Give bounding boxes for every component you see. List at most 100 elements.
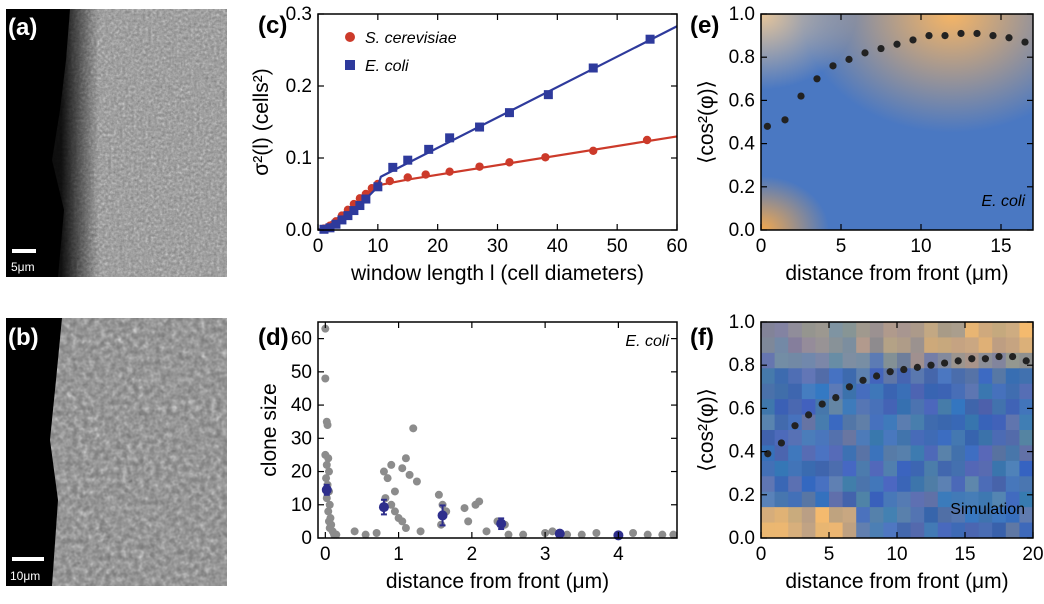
x-axis-label: distance from front (μm)	[785, 570, 1008, 593]
heatmap-cell	[897, 491, 912, 508]
heatmap-cell	[992, 507, 1007, 524]
annotation: E. coli	[625, 333, 669, 350]
data-point	[321, 324, 330, 333]
data-point	[797, 92, 805, 100]
heatmap-cell	[869, 352, 884, 369]
heatmap-cell	[1019, 476, 1034, 493]
heatmap-cell	[1019, 522, 1034, 539]
mean-point	[378, 502, 389, 513]
y-axis-label: clone size	[258, 383, 281, 476]
heatmap-cell	[910, 522, 925, 539]
heatmap-cell	[937, 337, 952, 354]
heatmap-cell	[774, 352, 789, 369]
heatmap-cell	[910, 399, 925, 416]
x-tick-label: 0	[320, 544, 331, 565]
panel-b-image: 10μm	[6, 318, 227, 586]
heatmap-cell	[774, 460, 789, 477]
heatmap-cell	[978, 368, 993, 385]
data-point	[995, 352, 1003, 361]
heatmap-cell	[937, 368, 952, 385]
heatmap-cell	[801, 445, 816, 462]
heatmap-cell	[978, 337, 993, 354]
heatmap-cell	[883, 337, 898, 354]
heatmap-cell	[937, 399, 952, 416]
data-point	[781, 116, 789, 124]
heatmap-cell	[1019, 460, 1034, 477]
data-point	[645, 34, 655, 44]
data-point	[954, 357, 962, 365]
data-point	[981, 355, 990, 363]
data-point	[464, 517, 473, 526]
heatmap-cell	[842, 430, 857, 446]
data-point	[913, 363, 922, 371]
heatmap-cell	[978, 430, 993, 446]
data-point	[403, 173, 412, 182]
heatmap-cell	[829, 322, 844, 338]
heatmap-cell	[869, 383, 884, 400]
data-point	[504, 108, 514, 118]
heatmap-cell	[815, 383, 830, 400]
heatmap-cell	[992, 460, 1007, 477]
heatmap-cell	[1005, 476, 1020, 493]
y-tick-label: 0.0	[729, 220, 755, 241]
series-fit-line	[317, 25, 678, 232]
heatmap-cell	[829, 507, 844, 524]
heatmap-cell	[965, 322, 980, 338]
y-tick-label: 30	[291, 428, 312, 449]
data-point	[387, 500, 396, 509]
data-point	[324, 467, 333, 476]
data-point	[629, 529, 638, 538]
heatmap-cell	[761, 507, 776, 524]
data-point	[324, 507, 333, 516]
heatmap-cell	[761, 383, 776, 400]
heatmap-cell	[937, 445, 952, 462]
panel-label-f: (f)	[690, 324, 714, 351]
heatmap-cell	[951, 476, 966, 493]
heatmap-cell	[1005, 522, 1020, 539]
heatmap-cell	[924, 383, 939, 400]
y-tick-label: 0.8	[729, 47, 755, 68]
legend-label: S. cerevisiae	[365, 30, 457, 47]
plot-frame	[317, 321, 678, 539]
heatmap-cell	[856, 445, 871, 462]
heatmap-cell	[897, 476, 912, 493]
heatmap-cell	[978, 414, 993, 431]
heatmap-cell	[978, 476, 993, 493]
heatmap-cell	[829, 399, 844, 416]
panel-label-a: (a)	[8, 14, 37, 41]
legend-label: E. coli	[365, 58, 409, 75]
data-point	[543, 90, 553, 100]
data-point	[893, 40, 901, 48]
heatmap-cell	[992, 337, 1007, 354]
heatmap-cell	[856, 399, 871, 416]
heatmap-cell	[924, 399, 939, 416]
heatmap-cell	[801, 414, 816, 431]
heatmap-cell	[774, 507, 789, 524]
heatmap-cell	[910, 460, 925, 477]
data-point	[475, 162, 484, 171]
panel-label-c: (c)	[258, 12, 287, 39]
heatmap-cell	[856, 383, 871, 400]
data-point	[337, 215, 347, 225]
x-tick-label: 0	[756, 544, 767, 565]
heatmap-cell	[883, 445, 898, 462]
y-tick-label: 0.3	[286, 4, 312, 25]
x-tick-label: 2	[467, 544, 478, 565]
heatmap-cell	[965, 445, 980, 462]
data-point	[361, 194, 371, 204]
data-point	[355, 201, 365, 211]
heatmap-cell	[965, 337, 980, 354]
scale-bar-a-label: 5μm	[11, 260, 35, 274]
heatmap-cell	[869, 460, 884, 477]
heatmap-cell	[883, 507, 898, 524]
heatmap-cell	[924, 430, 939, 446]
heatmap-cell	[815, 368, 830, 385]
heatmap-cell	[910, 383, 925, 400]
heatmap-cell	[842, 522, 857, 539]
heatmap-cell	[924, 522, 939, 539]
heatmap-cell	[829, 368, 844, 385]
data-point	[387, 460, 396, 469]
data-point	[349, 206, 359, 216]
heatmap-cell	[869, 322, 884, 338]
data-point	[832, 394, 840, 402]
